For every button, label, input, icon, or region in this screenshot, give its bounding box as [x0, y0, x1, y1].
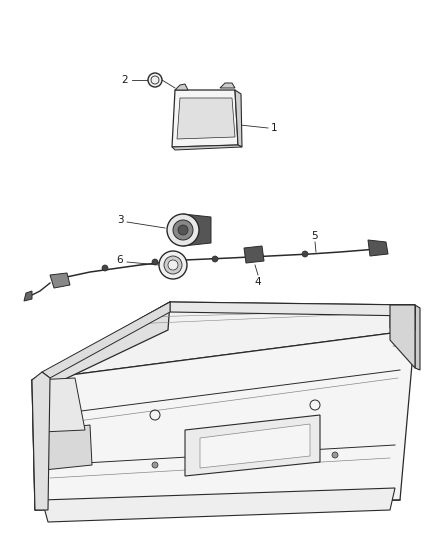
Circle shape [173, 220, 193, 240]
Text: 2: 2 [122, 75, 128, 85]
Text: 6: 6 [117, 255, 124, 265]
Polygon shape [32, 330, 415, 510]
Polygon shape [42, 425, 92, 470]
Polygon shape [172, 145, 242, 150]
Circle shape [159, 251, 187, 279]
Circle shape [152, 259, 158, 265]
Text: 1: 1 [271, 123, 277, 133]
Circle shape [257, 253, 263, 259]
Polygon shape [415, 305, 420, 370]
Circle shape [102, 265, 108, 271]
Polygon shape [50, 273, 70, 288]
Polygon shape [42, 488, 395, 522]
Polygon shape [170, 302, 415, 316]
Polygon shape [220, 83, 235, 88]
Circle shape [212, 256, 218, 262]
Polygon shape [244, 246, 264, 263]
Polygon shape [390, 305, 415, 368]
Text: 4: 4 [254, 277, 261, 287]
Circle shape [164, 256, 182, 274]
Polygon shape [177, 98, 235, 139]
Polygon shape [24, 291, 32, 301]
Text: 5: 5 [312, 231, 318, 241]
Polygon shape [35, 378, 85, 432]
Text: 3: 3 [117, 215, 124, 225]
Polygon shape [368, 240, 388, 256]
Circle shape [302, 251, 308, 257]
Polygon shape [200, 424, 310, 468]
Circle shape [332, 452, 338, 458]
Polygon shape [390, 305, 415, 330]
Circle shape [178, 225, 188, 235]
Polygon shape [235, 90, 242, 147]
Circle shape [152, 462, 158, 468]
Circle shape [167, 214, 199, 246]
Polygon shape [42, 302, 170, 378]
Polygon shape [32, 372, 50, 510]
Polygon shape [32, 302, 170, 510]
Circle shape [148, 73, 162, 87]
Polygon shape [32, 302, 415, 380]
Polygon shape [172, 90, 238, 147]
Polygon shape [185, 415, 320, 476]
Polygon shape [183, 214, 211, 246]
Polygon shape [175, 84, 188, 90]
Circle shape [168, 260, 178, 270]
